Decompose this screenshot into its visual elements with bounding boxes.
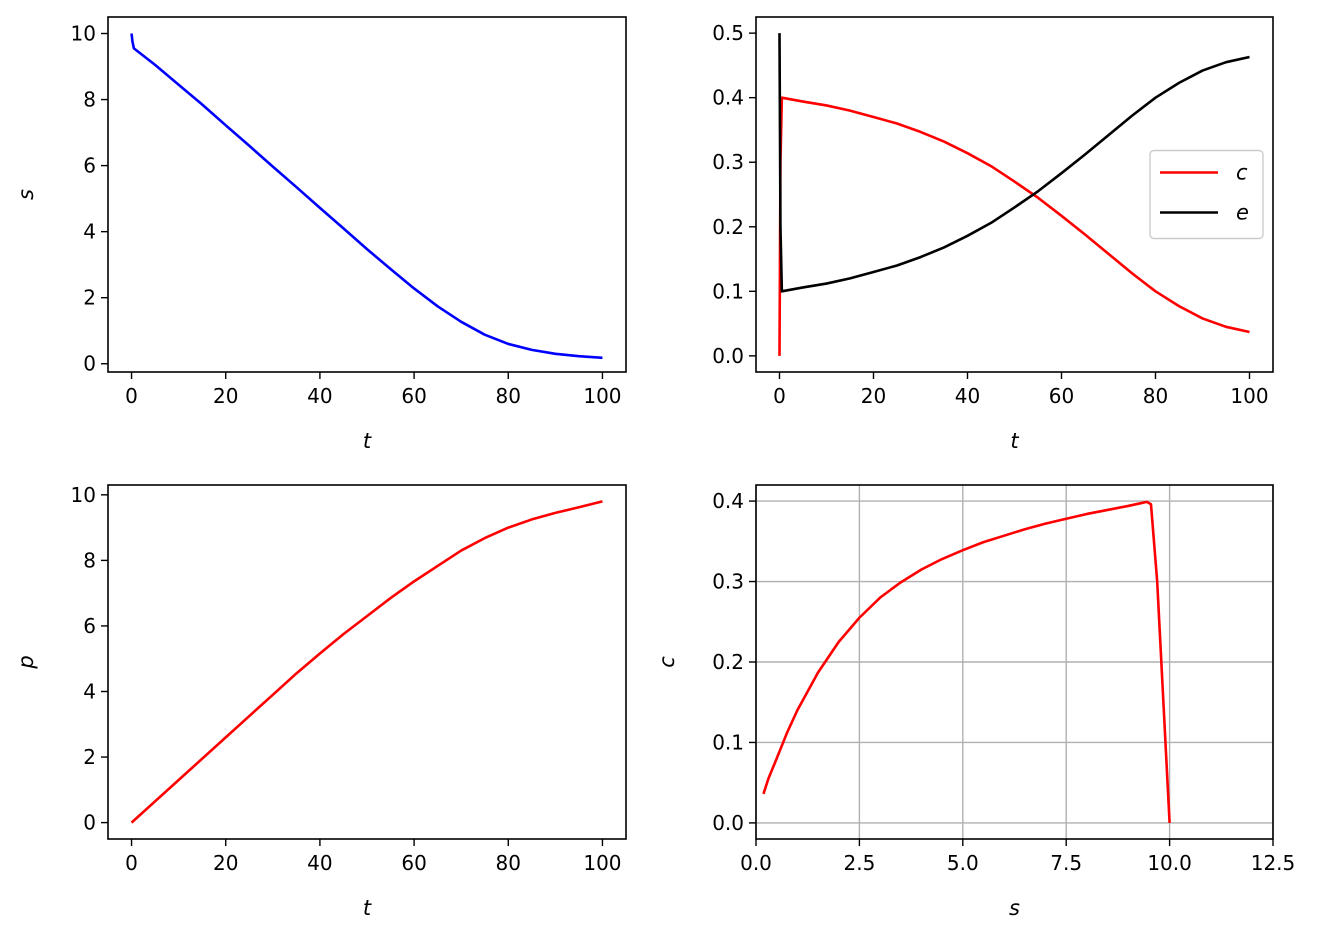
y-tick-label: 10 bbox=[71, 483, 96, 507]
y-tick-label: 0.1 bbox=[712, 730, 744, 754]
series-line-c bbox=[778, 96, 1250, 356]
x-tick-label: 10.0 bbox=[1147, 851, 1192, 875]
plot-frame bbox=[755, 16, 1274, 373]
x-tick-label: 2.5 bbox=[843, 851, 875, 875]
x-tick-label: 40 bbox=[307, 851, 332, 875]
y-tick-label: 0.5 bbox=[712, 21, 744, 45]
chart-ce_vs_t: 0 20 40 60 80 100 0.0 0.1 0.2 0.3 0.4 0.5 t ce bbox=[712, 16, 1274, 453]
y-tick-label: 0.1 bbox=[712, 279, 744, 303]
x-axis-label: s bbox=[1009, 896, 1020, 920]
x-tick-label: 100 bbox=[1230, 384, 1268, 408]
plot-frame bbox=[107, 16, 627, 373]
y-axis-label: s bbox=[14, 189, 38, 200]
y-tick-label: 6 bbox=[83, 154, 96, 178]
y-tick-label: 0 bbox=[83, 352, 96, 376]
x-tick-label: 60 bbox=[401, 384, 426, 408]
legend-label-e: e bbox=[1236, 201, 1249, 225]
legend-label-c: c bbox=[1236, 161, 1248, 185]
x-tick-label: 60 bbox=[401, 851, 426, 875]
y-tick-label: 0.2 bbox=[712, 215, 744, 239]
y-axis-label: p bbox=[14, 655, 38, 669]
y-tick-label: 0.0 bbox=[712, 811, 744, 835]
y-tick-label: 0.0 bbox=[712, 344, 744, 368]
y-tick-label: 0 bbox=[83, 811, 96, 835]
x-tick-label: 12.5 bbox=[1251, 851, 1296, 875]
x-tick-label: 0 bbox=[773, 384, 786, 408]
x-tick-label: 20 bbox=[213, 384, 238, 408]
y-tick-label: 10 bbox=[71, 22, 96, 46]
y-tick-label: 0.3 bbox=[712, 150, 744, 174]
x-tick-label: 100 bbox=[583, 851, 621, 875]
series-line-1 bbox=[130, 500, 603, 824]
y-tick-label: 6 bbox=[83, 614, 96, 638]
x-tick-label: 40 bbox=[955, 384, 980, 408]
chart-s_vs_t: 0 20 40 60 80 100 0 2 4 6 8 10 t s bbox=[14, 16, 627, 453]
y-tick-label: 2 bbox=[83, 745, 96, 769]
y-tick-label: 4 bbox=[83, 680, 96, 704]
x-tick-label: 40 bbox=[307, 384, 332, 408]
series-line-1 bbox=[762, 500, 1171, 823]
x-tick-label: 20 bbox=[861, 384, 886, 408]
y-tick-label: 8 bbox=[83, 88, 96, 112]
x-tick-label: 5.0 bbox=[947, 851, 979, 875]
x-tick-label: 80 bbox=[1143, 384, 1168, 408]
x-tick-label: 0 bbox=[125, 851, 138, 875]
x-tick-label: 0.0 bbox=[740, 851, 772, 875]
x-tick-label: 100 bbox=[583, 384, 621, 408]
x-tick-label: 60 bbox=[1049, 384, 1074, 408]
series-line-e bbox=[778, 33, 1250, 293]
chart-c_vs_s: 0.0 2.5 5.0 7.5 10.0 12.5 0.0 0.1 0.2 0.3 0.4 s c bbox=[655, 484, 1296, 920]
series-line-1 bbox=[130, 33, 603, 360]
x-axis-label: t bbox=[363, 896, 372, 920]
x-tick-label: 7.5 bbox=[1050, 851, 1082, 875]
plot-frame bbox=[107, 484, 627, 840]
x-tick-label: 20 bbox=[213, 851, 238, 875]
y-tick-label: 4 bbox=[83, 220, 96, 244]
chart-p_vs_t: 0 20 40 60 80 100 0 2 4 6 8 10 t p bbox=[14, 483, 627, 920]
x-axis-label: t bbox=[1010, 429, 1019, 453]
x-tick-label: 0 bbox=[125, 384, 138, 408]
y-tick-label: 8 bbox=[83, 548, 96, 572]
y-tick-label: 0.4 bbox=[712, 489, 744, 513]
x-axis-label: t bbox=[363, 429, 372, 453]
legend: ce bbox=[1149, 149, 1264, 240]
y-tick-label: 0.4 bbox=[712, 86, 744, 110]
y-axis-label: c bbox=[655, 656, 679, 668]
y-tick-label: 2 bbox=[83, 286, 96, 310]
y-tick-label: 0.2 bbox=[712, 650, 744, 674]
x-tick-label: 80 bbox=[496, 384, 521, 408]
x-tick-label: 80 bbox=[496, 851, 521, 875]
y-tick-label: 0.3 bbox=[712, 570, 744, 594]
